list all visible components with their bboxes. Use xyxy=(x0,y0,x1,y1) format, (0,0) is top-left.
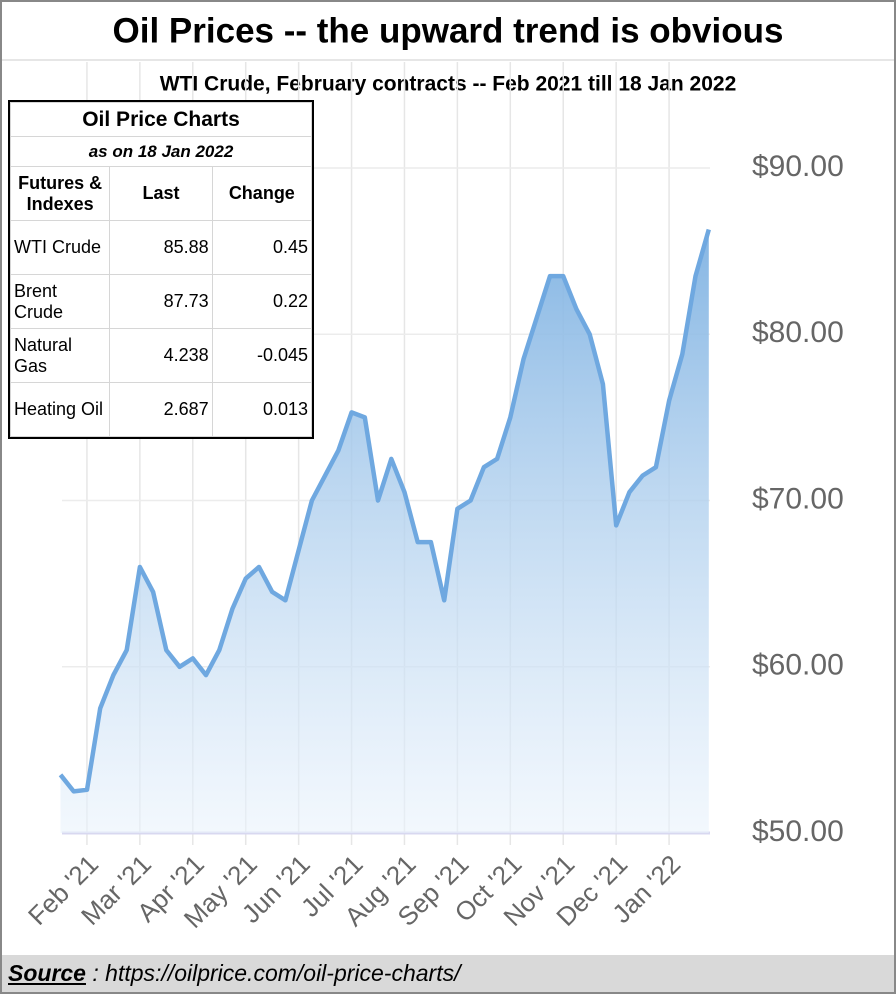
table-title: Oil Price Charts xyxy=(10,102,312,137)
line xyxy=(58,228,711,794)
table-cell: WTI Crude xyxy=(9,220,111,275)
column-header: Change xyxy=(211,166,313,221)
table-row: WTI Crude 85.88 0.45 xyxy=(9,220,313,275)
table-cell: 0.22 xyxy=(211,274,313,329)
table-row: Brent Crude 87.73 0.22 xyxy=(9,274,313,329)
column-header: Futures & Indexes xyxy=(9,166,111,221)
table-cell: 0.45 xyxy=(211,220,313,275)
table-cell: Brent Crude xyxy=(9,274,111,329)
column-header: Last xyxy=(109,166,213,221)
table-cell: 4.238 xyxy=(109,328,213,383)
table-cell: 87.73 xyxy=(109,274,213,329)
chart-subtitle: WTI Crude, February contracts -- Feb 202… xyxy=(160,73,737,96)
table-row: Heating Oil 2.687 0.013 xyxy=(9,382,313,437)
table-cell: 2.687 xyxy=(109,382,213,437)
table: Oil Price Charts as on 18 Jan 2022 Futur… xyxy=(9,102,313,437)
table-row: Natural Gas 4.238 -0.045 xyxy=(9,328,313,383)
y-tick-label: $70.00 xyxy=(752,482,844,515)
source-bar: Source : https://oilprice.com/oil-price-… xyxy=(2,955,894,992)
source-url: : https://oilprice.com/oil-price-charts/ xyxy=(92,960,461,986)
source-label: Source xyxy=(8,960,86,986)
area xyxy=(60,229,709,833)
table-cell: -0.045 xyxy=(211,328,313,383)
table-cell: 85.88 xyxy=(109,220,213,275)
price-table: Oil Price Charts as on 18 Jan 2022 Futur… xyxy=(8,100,314,439)
table-subtitle: as on 18 Jan 2022 xyxy=(10,136,312,167)
y-tick-label: $90.00 xyxy=(752,150,844,183)
chart-title: Oil Prices -- the upward trend is obviou… xyxy=(113,11,784,50)
y-tick-label: $50.00 xyxy=(752,815,844,848)
y-tick-label: $60.00 xyxy=(752,649,844,682)
y-tick-label: $80.00 xyxy=(752,316,844,349)
table-cell: 0.013 xyxy=(211,382,313,437)
table-cell: Natural Gas xyxy=(9,328,111,383)
table-cell: Heating Oil xyxy=(9,382,111,437)
